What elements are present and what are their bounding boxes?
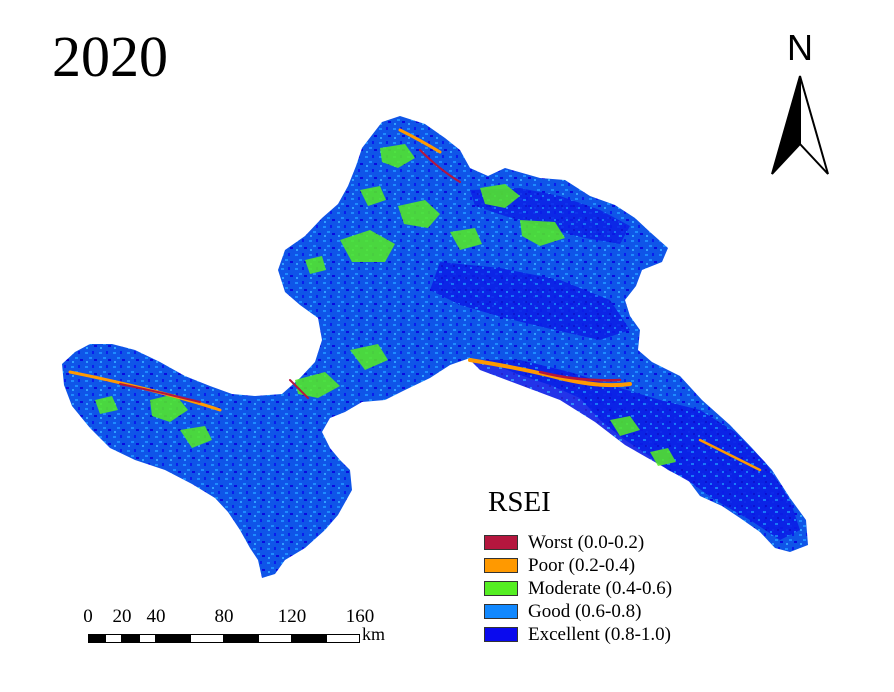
map-year-title: 2020: [52, 24, 168, 89]
scale-bar: km 0 20 40 80 120 160: [83, 606, 386, 646]
legend-swatch-moderate: [484, 581, 518, 596]
scale-tick-label: 120: [277, 606, 307, 627]
scale-tick-label: 40: [146, 606, 166, 627]
scale-tick-label: 0: [83, 606, 93, 627]
legend-item-good: Good (0.6-0.8): [484, 600, 672, 623]
north-letter: N: [787, 27, 813, 68]
legend-swatch-good: [484, 604, 518, 619]
scale-bar-segment: [326, 634, 360, 643]
legend-title: RSEI: [488, 486, 551, 518]
legend-swatch-poor: [484, 558, 518, 573]
scale-bar-segment: [190, 634, 224, 643]
study-region: [62, 116, 808, 578]
scale-unit: km: [362, 624, 386, 644]
scale-bar-segment: [258, 634, 292, 643]
degraded-streaks: [68, 128, 762, 472]
legend-item-excellent: Excellent (0.8-1.0): [484, 623, 672, 646]
legend-swatch-worst: [484, 535, 518, 550]
scale-bar-segment: [292, 634, 326, 643]
moderate-patches: [95, 144, 676, 466]
north-arrow-icon: [771, 75, 829, 175]
scale-tick-label: 80: [214, 606, 234, 627]
legend-label: Moderate (0.4-0.6): [528, 577, 673, 599]
legend-label: Poor (0.2-0.4): [528, 554, 636, 576]
scale-bar-segment: [88, 634, 105, 643]
scale-bar-segment: [105, 634, 122, 643]
north-arrow: N: [764, 30, 836, 180]
scale-bar-segment: [224, 634, 258, 643]
legend-item-poor: Poor (0.2-0.4): [484, 554, 672, 577]
scale-tick-label: 20: [112, 606, 132, 627]
rsei-legend: RSEI Worst (0.0-0.2) Poor (0.2-0.4) Mode…: [484, 488, 672, 646]
legend-item-moderate: Moderate (0.4-0.6): [484, 577, 672, 600]
legend-item-worst: Worst (0.0-0.2): [484, 531, 672, 554]
excellent-zone-center: [430, 262, 630, 340]
legend-label: Excellent (0.8-1.0): [528, 623, 671, 645]
scale-bar-segment: [122, 634, 139, 643]
scale-bar-segment: [139, 634, 156, 643]
scale-tick-label: 160: [345, 606, 375, 627]
legend-label: Good (0.6-0.8): [528, 600, 642, 622]
excellent-zone-east: [470, 360, 800, 540]
legend-swatch-excellent: [484, 627, 518, 642]
scale-bar-segment: [156, 634, 190, 643]
legend-label: Worst (0.0-0.2): [528, 531, 645, 553]
